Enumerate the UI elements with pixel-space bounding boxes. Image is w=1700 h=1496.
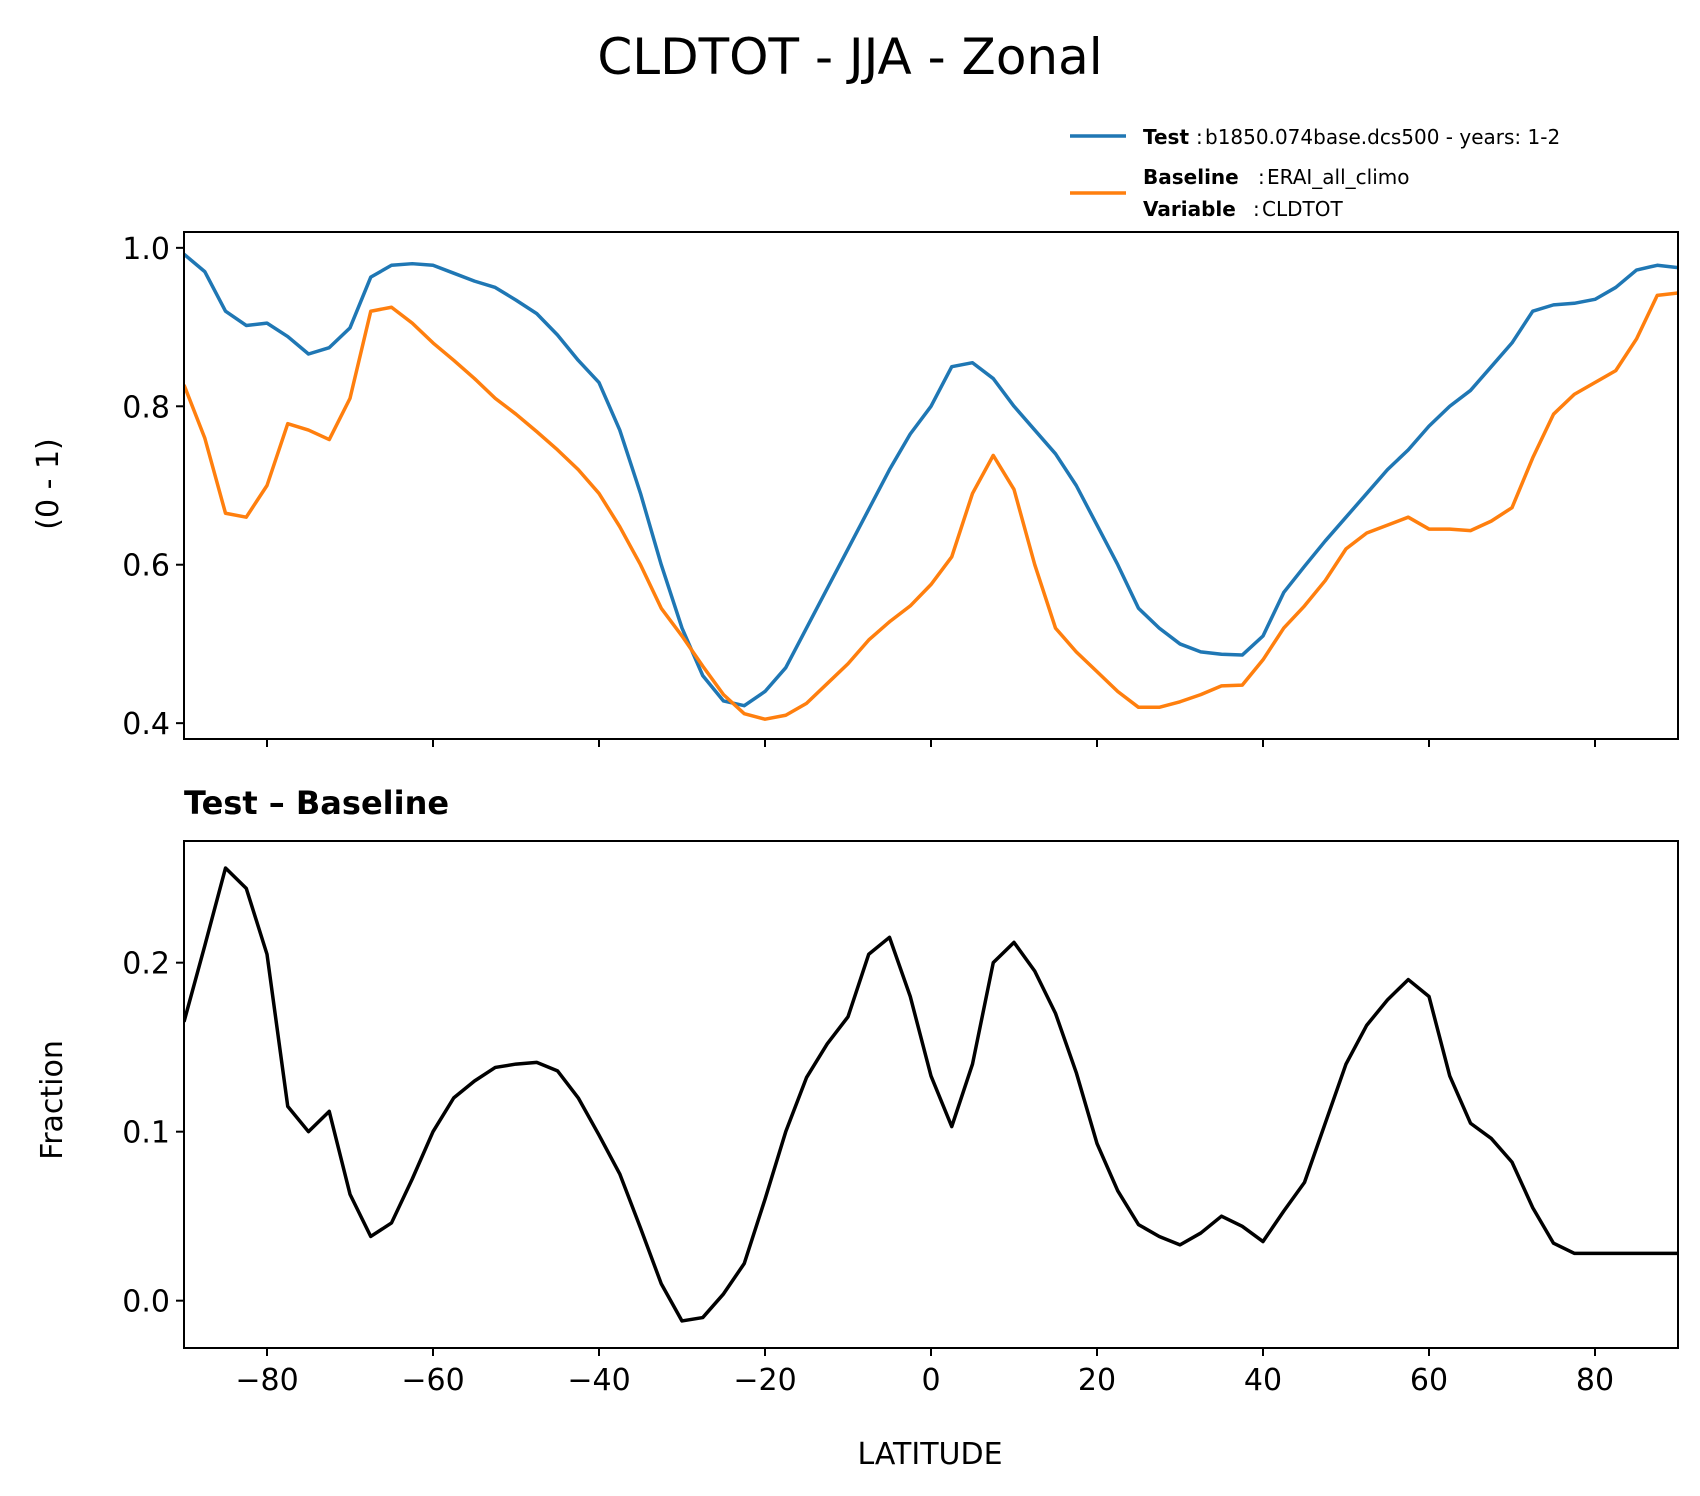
figure-title: CLDTOT - JJA - Zonal	[597, 28, 1102, 86]
bottom-ytick-label: 0.2	[122, 947, 170, 982]
legend-variable-separator: :	[1253, 197, 1260, 221]
legend-test-key: Test	[1143, 125, 1189, 149]
xtick-label: 80	[1576, 1363, 1614, 1398]
xtick-label: −60	[401, 1363, 464, 1398]
xtick-label: −20	[733, 1363, 796, 1398]
bottom-difference-line	[184, 866, 1678, 1323]
legend-variable-value: CLDTOT	[1262, 197, 1343, 221]
zonal-mean-panel: 0.4 0.6 0.8 1.0	[122, 231, 1679, 747]
legend: Test : b1850.074base.dcs500 - years: 1-2…	[1070, 125, 1560, 221]
top-ytick-label: 0.8	[122, 390, 170, 425]
legend-variable-key: Variable	[1143, 197, 1236, 221]
bottom-ytick-label: 0.0	[122, 1285, 170, 1320]
top-axes-frame	[183, 231, 1679, 740]
legend-test-separator: :	[1196, 125, 1203, 149]
top-test-line	[184, 252, 1678, 708]
difference-panel: 0.0 0.1 0.2 −80 −60 −40 −20 0 20 40 60 80	[122, 840, 1679, 1398]
top-ytick-label: 0.6	[122, 549, 170, 584]
legend-test-value: b1850.074base.dcs500 - years: 1-2	[1205, 125, 1560, 149]
top-ytick-label: 1.0	[122, 232, 170, 267]
top-ylabel: (0 - 1)	[31, 438, 66, 529]
xtick-label: −80	[235, 1363, 298, 1398]
bottom-ytick-label: 0.1	[122, 1116, 170, 1151]
xlabel: LATITUDE	[857, 1437, 1002, 1472]
xtick-label: 40	[1244, 1363, 1282, 1398]
legend-baseline-key: Baseline	[1143, 165, 1239, 189]
xtick-label: 20	[1078, 1363, 1116, 1398]
xtick-label: 0	[921, 1363, 940, 1398]
legend-baseline-separator: :	[1258, 165, 1265, 189]
xtick-label: −40	[567, 1363, 630, 1398]
xtick-label: 60	[1410, 1363, 1448, 1398]
difference-panel-title: Test – Baseline	[184, 784, 449, 822]
top-ytick-label: 0.4	[122, 707, 170, 742]
legend-baseline-value: ERAI_all_climo	[1267, 165, 1410, 189]
top-baseline-line	[184, 291, 1678, 721]
bottom-axes-frame	[183, 840, 1679, 1349]
bottom-ylabel: Fraction	[35, 1040, 70, 1160]
